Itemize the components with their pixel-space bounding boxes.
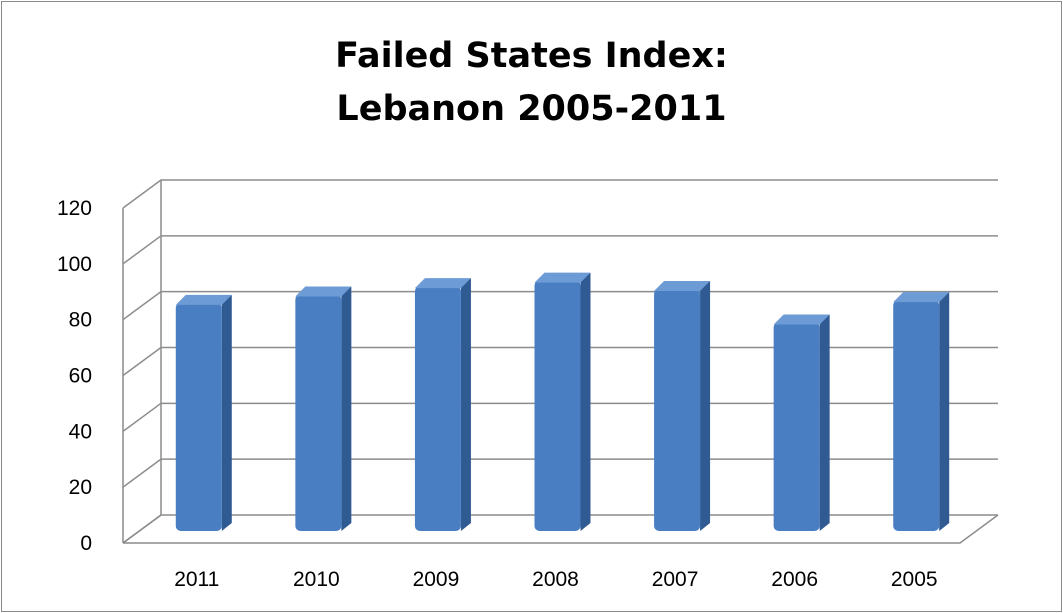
gridline [122, 346, 998, 377]
bar-side [580, 272, 591, 531]
bar [654, 280, 711, 531]
x-tick-label: 2011 [174, 568, 219, 591]
bar-side [700, 280, 711, 531]
bar-side [221, 294, 232, 531]
x-axis-ticks: 2011 2010 2009 2008 2007 2006 2005 [174, 568, 937, 591]
bar [295, 286, 352, 531]
gridline [122, 402, 998, 432]
bar-side [939, 292, 950, 531]
gridline [122, 458, 998, 488]
y-tick-label: 60 [69, 365, 92, 388]
bar [534, 272, 591, 531]
x-tick-label: 2006 [771, 568, 818, 591]
bar-top [175, 294, 232, 305]
gridline [122, 235, 998, 265]
bar-front [893, 300, 940, 531]
gridline [122, 179, 998, 209]
bar-top [414, 278, 471, 289]
bar [893, 292, 950, 531]
bar [414, 278, 471, 531]
y-tick-label: 100 [57, 253, 92, 276]
gridlines [122, 179, 999, 544]
bar-front [414, 286, 461, 531]
bar-side [341, 286, 352, 531]
x-tick-label: 2008 [532, 568, 579, 591]
bar-top [295, 286, 352, 297]
bar-side [819, 314, 830, 531]
gridline [122, 290, 998, 321]
chart-title-line-1: Failed States Index: [335, 36, 728, 76]
x-tick-label: 2007 [652, 568, 699, 591]
y-tick-label: 40 [69, 420, 92, 443]
bar-front [654, 288, 701, 531]
y-tick-label: 0 [80, 532, 92, 555]
y-tick-label: 80 [69, 309, 92, 332]
bar [773, 314, 830, 531]
bar-top [534, 272, 591, 283]
bar-side [460, 278, 471, 531]
bar-top [654, 280, 711, 291]
bar-front [534, 280, 581, 531]
bar-top [773, 314, 830, 325]
floor-edge [123, 514, 999, 544]
x-tick-label: 2005 [891, 568, 938, 591]
x-tick-label: 2010 [293, 568, 340, 591]
x-tick-label: 2009 [413, 568, 460, 591]
bar-front [295, 294, 342, 531]
bars [175, 272, 950, 531]
bar-front [175, 302, 222, 531]
chart-title-line-2: Lebanon 2005-2011 [336, 89, 727, 129]
y-axis-ticks: 0 20 40 60 80 100 120 [57, 197, 92, 555]
bar-front [773, 322, 820, 531]
y-tick-label: 20 [69, 476, 92, 499]
gridline [122, 514, 998, 544]
chart-title: Failed States Index: Lebanon 2005-2011 [0, 30, 1063, 136]
bar-top [893, 292, 950, 303]
y-tick-label: 120 [57, 197, 92, 220]
bar [175, 294, 232, 531]
